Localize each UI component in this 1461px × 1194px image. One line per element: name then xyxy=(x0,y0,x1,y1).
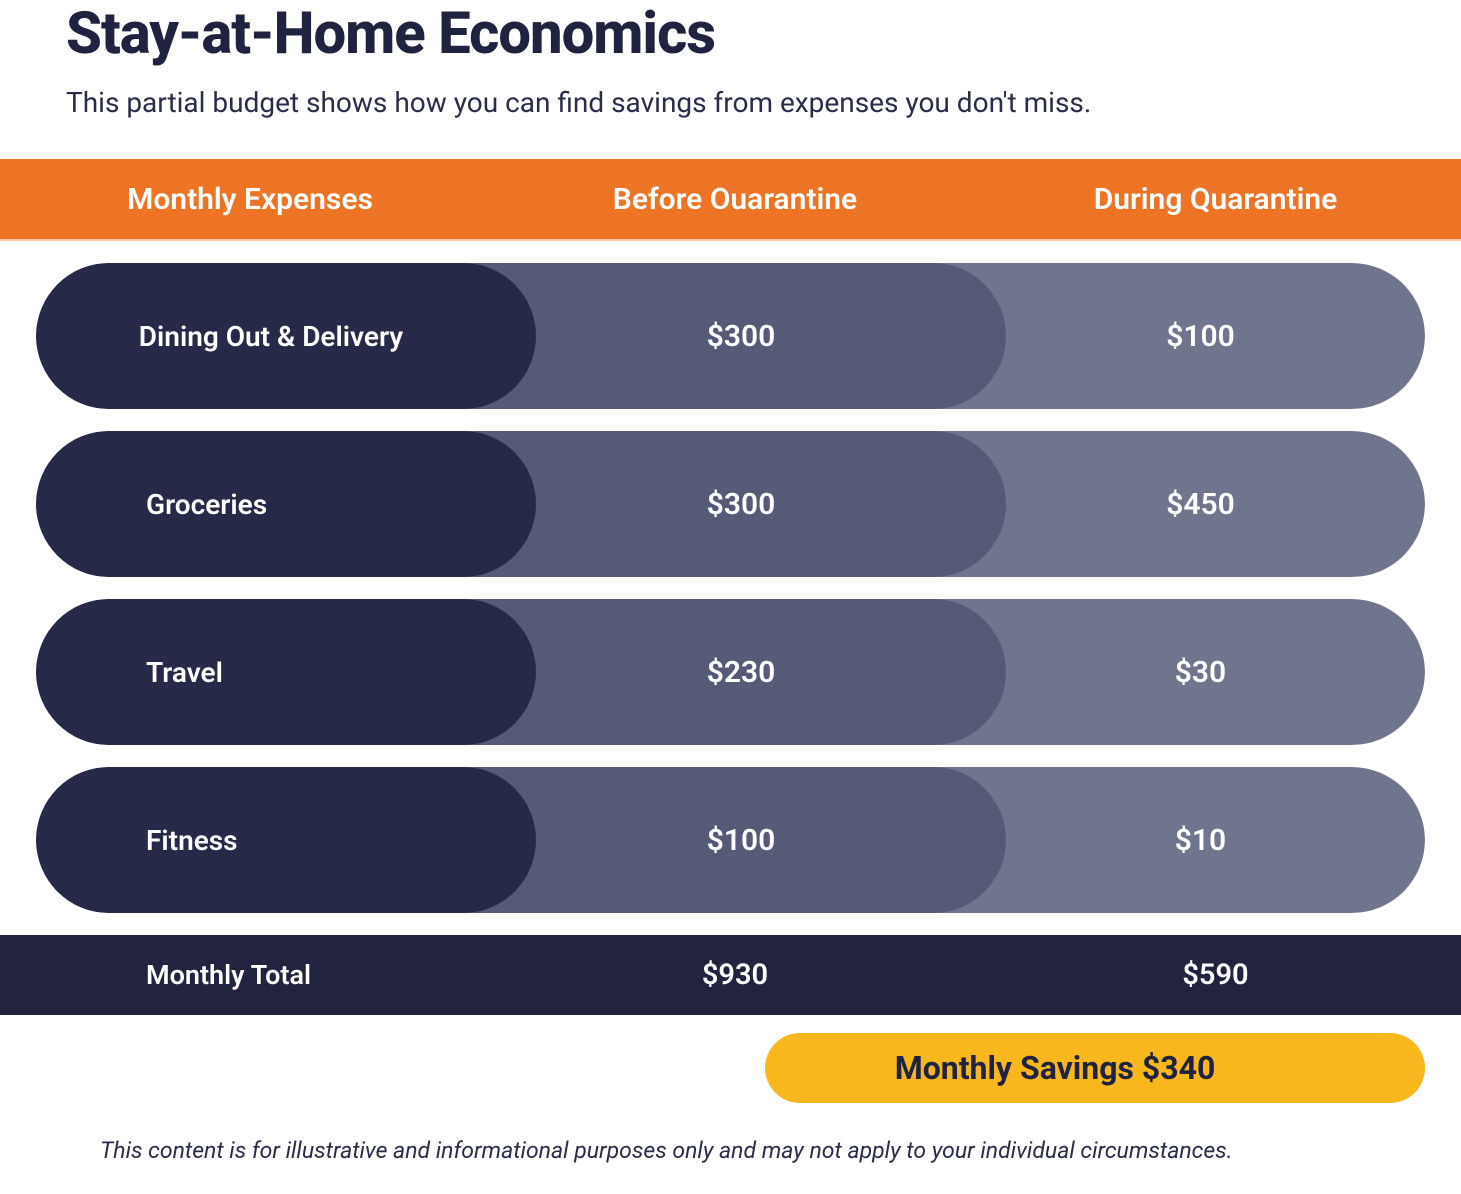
column-header-during: During Quarantine xyxy=(970,182,1461,217)
expense-row: Dining Out & Delivery $300 $100 xyxy=(36,263,1425,409)
expense-during-value: $10 xyxy=(976,823,1425,858)
expense-during-value: $450 xyxy=(976,487,1425,522)
total-row: Monthly Total $930 $590 xyxy=(0,935,1461,1015)
page-subtitle: This partial budget shows how you can fi… xyxy=(66,86,1395,119)
expense-before-value: $300 xyxy=(506,319,976,354)
expense-row: Travel $230 $30 xyxy=(36,599,1425,745)
header-block: Stay-at-Home Economics This partial budg… xyxy=(0,0,1461,159)
expense-label: Groceries xyxy=(36,488,506,521)
expense-label: Dining Out & Delivery xyxy=(36,320,506,353)
table-header-row: Monthly Expenses Before Ouarantine Durin… xyxy=(0,159,1461,241)
expense-row: Groceries $300 $450 xyxy=(36,431,1425,577)
infographic-container: Stay-at-Home Economics This partial budg… xyxy=(0,0,1461,1194)
expense-during-value: $100 xyxy=(976,319,1425,354)
column-header-expenses: Monthly Expenses xyxy=(0,182,500,217)
expense-during-value: $30 xyxy=(976,655,1425,690)
savings-row: Monthly Savings $340 xyxy=(0,1015,1461,1103)
expense-before-value: $100 xyxy=(506,823,976,858)
savings-pill: Monthly Savings $340 xyxy=(765,1033,1425,1103)
expense-before-value: $230 xyxy=(506,655,976,690)
column-header-before: Before Ouarantine xyxy=(500,182,970,217)
total-label: Monthly Total xyxy=(0,959,500,991)
total-during-value: $590 xyxy=(970,958,1461,992)
expense-label: Travel xyxy=(36,656,506,689)
total-before-value: $930 xyxy=(500,958,970,992)
page-title: Stay-at-Home Economics xyxy=(66,0,1395,68)
expense-before-value: $300 xyxy=(506,487,976,522)
disclaimer-text: This content is for illustrative and inf… xyxy=(0,1103,1461,1194)
expense-row: Fitness $100 $10 xyxy=(36,767,1425,913)
expense-label: Fitness xyxy=(36,824,506,857)
expense-rows: Dining Out & Delivery $300 $100 Grocerie… xyxy=(0,241,1461,913)
